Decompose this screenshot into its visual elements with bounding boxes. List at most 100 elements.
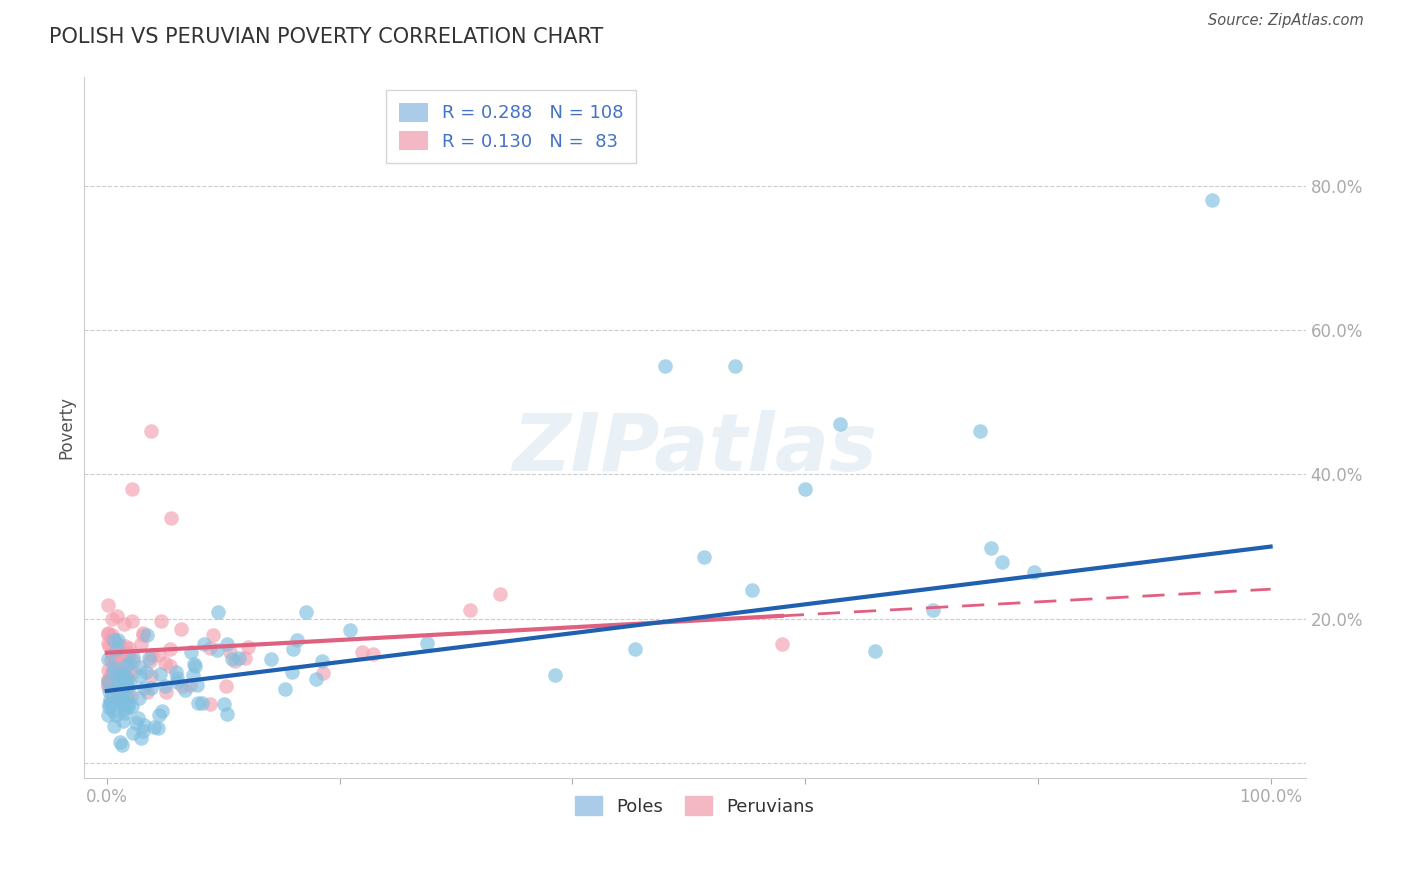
Point [121,665,143,679]
Point [260,652,283,666]
Point [150,704,173,718]
Point [132,723,155,738]
Point [139,654,162,668]
Point [97,673,120,688]
Point [115,671,138,685]
Point [118,641,141,656]
Point [97,679,120,693]
Point [172,679,194,693]
Point [115,672,138,686]
Point [122,725,145,739]
Point [361,647,384,661]
Point [770,637,793,651]
Point [103,633,125,648]
Point [115,689,138,703]
Point [132,628,155,642]
Point [105,653,128,667]
Point [100,612,122,626]
Point [97,700,120,714]
Point [114,670,136,684]
Point [110,668,132,682]
Point [97,652,120,666]
Point [285,632,308,647]
Point [114,672,136,686]
Point [101,704,124,718]
Point [117,647,139,661]
Point [120,689,142,703]
Point [129,659,152,673]
Point [121,482,143,496]
Point [312,665,335,680]
Point [139,424,162,438]
Point [159,642,181,657]
Point [111,739,134,753]
Text: Source: ZipAtlas.com: Source: ZipAtlas.com [1208,13,1364,29]
Point [108,676,131,690]
Point [111,698,134,712]
Point [193,637,215,651]
Point [155,685,177,699]
Point [922,603,945,617]
Point [281,641,304,656]
Point [228,651,250,665]
Point [115,664,138,678]
Point [969,424,991,438]
Point [121,614,143,628]
Text: POLISH VS PERUVIAN POVERTY CORRELATION CHART: POLISH VS PERUVIAN POVERTY CORRELATION C… [49,27,603,46]
Point [148,708,170,723]
Point [97,635,120,649]
Point [105,641,128,656]
Point [149,667,172,681]
Point [215,707,238,722]
Point [97,626,120,640]
Point [107,674,129,689]
Y-axis label: Poverty: Poverty [58,396,75,459]
Point [416,636,439,650]
Point [165,665,187,679]
Point [215,679,238,693]
Point [121,698,143,713]
Point [212,697,235,711]
Point [191,696,214,710]
Point [97,678,120,692]
Point [153,679,176,693]
Point [112,701,135,715]
Point [180,645,202,659]
Point [488,586,510,600]
Point [295,606,318,620]
Point [139,681,162,695]
Point [115,678,138,692]
Point [305,672,328,686]
Point [117,650,139,665]
Point [117,696,139,710]
Point [97,707,120,722]
Point [139,669,162,683]
Point [311,654,333,668]
Point [205,642,228,657]
Point [103,661,125,675]
Point [101,631,124,645]
Point [103,656,125,670]
Point [101,648,124,662]
Point [98,698,121,712]
Point [187,696,209,710]
Point [122,650,145,665]
Point [350,645,373,659]
Point [110,684,132,698]
Point [117,648,139,663]
Point [1201,193,1223,207]
Point [110,681,132,695]
Point [111,665,134,679]
Point [132,718,155,732]
Point [198,641,221,656]
Point [173,682,195,697]
Point [108,668,131,682]
Point [131,731,153,746]
Point [112,695,135,709]
Point [134,681,156,695]
Point [103,718,125,732]
Point [114,659,136,673]
Point [100,653,122,667]
Point [111,714,134,729]
Point [100,632,122,647]
